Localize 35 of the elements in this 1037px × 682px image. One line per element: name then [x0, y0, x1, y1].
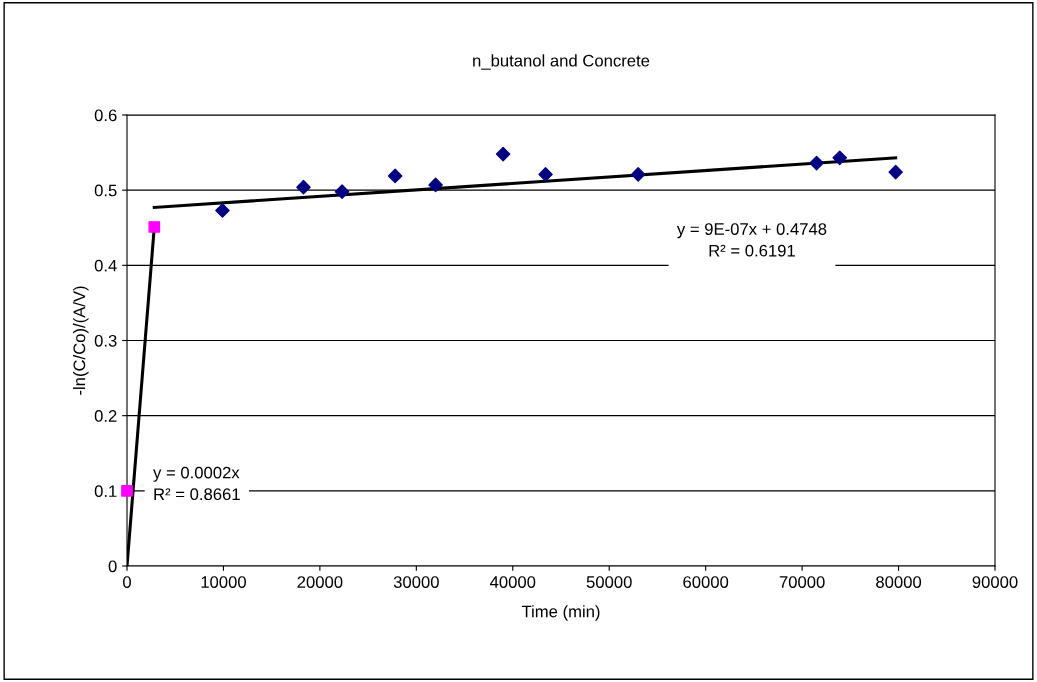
x-tick-label: 0 [123, 576, 131, 588]
y-tick-label: 0.5 [94, 184, 117, 197]
point [630, 167, 646, 182]
y-tick-label: 0.6 [94, 109, 117, 122]
x-tick-label: 40000 [489, 576, 536, 588]
x-tick-label: 10000 [201, 576, 246, 588]
x-tick-label: 20000 [297, 576, 343, 588]
point [832, 150, 848, 166]
y-tick-label: 0.2 [94, 410, 117, 422]
x-tick-label: 60000 [683, 576, 729, 588]
annotation: y = 0.0002x R² = 0.8661 [153, 466, 240, 501]
x-tick-label: 70000 [779, 576, 825, 588]
point [215, 203, 230, 218]
point [538, 167, 553, 182]
y-tick-label: 0.4 [94, 259, 117, 272]
y-tick-label: 0 [108, 560, 117, 573]
point [428, 177, 443, 193]
point [148, 221, 161, 233]
x-tick-label: 80000 [876, 576, 922, 588]
x-tick-label: 30000 [393, 576, 439, 588]
y-tick-label: 0.3 [94, 334, 117, 347]
point [334, 184, 350, 199]
point [495, 146, 511, 162]
y-axis-title: -ln(C/Co)/(A/V) [73, 286, 89, 395]
point [888, 164, 903, 180]
point [809, 155, 824, 171]
x-tick-label: 90000 [972, 576, 1018, 588]
y-tick-label: 0.1 [94, 485, 117, 498]
chart-title: n_butanol and Concrete [473, 54, 650, 70]
x-tick-label: 50000 [586, 576, 632, 588]
point [121, 484, 133, 497]
point [296, 179, 311, 195]
point [387, 168, 403, 184]
x-axis-title: Time (min) [521, 605, 600, 621]
annotation: y = 9E-07x + 0.4748 R² = 0.6191 [676, 223, 827, 257]
